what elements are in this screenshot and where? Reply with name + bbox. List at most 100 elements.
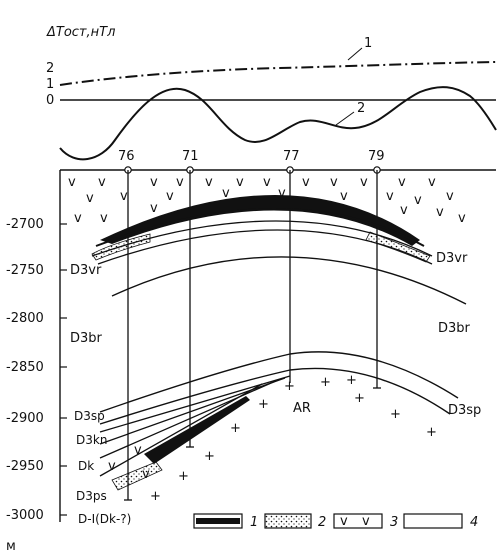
svg-text:v: v [263, 175, 271, 190]
anomaly-tick-0: 0 [46, 93, 54, 108]
svg-text:+: + [178, 469, 189, 484]
depth-label-2700: -2700 [6, 217, 44, 232]
onlap-lines [99, 375, 291, 477]
svg-text:v: v [302, 175, 310, 190]
well-77[interactable]: 77 [283, 149, 300, 383]
svg-text:v: v [330, 175, 338, 190]
svg-text:v: v [414, 193, 422, 208]
anomaly-tick-2: 2 [46, 61, 54, 76]
well-76[interactable]: 76 [118, 149, 135, 501]
depth-label-2900: -2900 [6, 411, 44, 426]
formation-label-d3sp-left: D3sp [74, 409, 105, 423]
curve-1-label: 1 [364, 36, 372, 51]
curve-2-leader [335, 111, 355, 126]
svg-text:+: + [150, 489, 161, 504]
svg-text:+: + [230, 421, 241, 436]
svg-text:v: v [278, 186, 286, 201]
svg-text:v: v [74, 211, 82, 226]
well-79[interactable]: 79 [368, 149, 385, 389]
legend-item-4: 4 [403, 513, 478, 530]
legend-item-1: 1 [193, 513, 258, 530]
svg-text:v: v [205, 175, 213, 190]
legend-item-3: v v 3 [333, 513, 398, 530]
d3vr-boundary-1 [91, 220, 433, 257]
well-71[interactable]: 71 [182, 149, 199, 448]
svg-text:v: v [340, 514, 348, 529]
well-label-77: 77 [283, 149, 300, 164]
anomaly-curve-2 [59, 86, 497, 161]
svg-text:v: v [100, 211, 108, 226]
formation-label-d3ps: D3ps [76, 489, 107, 503]
anomaly-curve-1 [59, 61, 497, 86]
formation-label-d3br-right: D3br [438, 321, 471, 336]
svg-text:v: v [236, 175, 244, 190]
formation-label-d3sp-right: D3sp [448, 403, 481, 418]
svg-text:v: v [142, 467, 150, 482]
d3sp-top-boundary [99, 351, 459, 413]
sand-lens-left [111, 461, 163, 491]
legend-number-2: 2 [318, 515, 326, 530]
svg-text:v: v [428, 175, 436, 190]
formation-label-d3br-left: D3br [70, 331, 103, 346]
depth-unit: м [6, 539, 16, 554]
svg-text:v: v [68, 175, 76, 190]
coal-lens-left [144, 396, 250, 464]
well-label-76: 76 [118, 149, 135, 164]
svg-text:+: + [284, 379, 295, 394]
legend: 1 2 v v 3 4 [193, 513, 478, 530]
coal-layer-thin-upper [95, 208, 425, 247]
anomaly-tick-1: 1 [46, 77, 54, 92]
svg-text:+: + [390, 407, 401, 422]
depth-ticks [60, 223, 67, 516]
depth-label-2850: -2850 [6, 360, 44, 375]
svg-text:v: v [150, 201, 158, 216]
svg-text:v: v [398, 175, 406, 190]
svg-text:v: v [86, 191, 94, 206]
curve-2-label: 2 [357, 101, 365, 116]
legend-item-2: 2 [264, 513, 326, 530]
formation-label-dk: Dk [78, 459, 94, 473]
svg-text:v: v [98, 175, 106, 190]
formation-label-ar: AR [293, 401, 311, 416]
svg-text:v: v [362, 514, 370, 529]
svg-text:+: + [258, 397, 269, 412]
legend-number-1: 1 [250, 515, 258, 530]
basement-crosses: + + + + + + + + + + + [150, 373, 437, 504]
depth-label-2750: -2750 [6, 263, 44, 278]
svg-text:v: v [150, 175, 158, 190]
svg-text:v: v [400, 203, 408, 218]
legend-number-3: 3 [390, 515, 398, 530]
svg-text:v: v [134, 443, 142, 458]
svg-text:v: v [340, 189, 348, 204]
volcanic-v-lower: vvv [108, 443, 150, 482]
basement-top-boundary [99, 367, 451, 425]
svg-text:+: + [346, 373, 357, 388]
well-label-71: 71 [182, 149, 199, 164]
d3vr-boundary-2 [97, 229, 433, 265]
depth-label-3000: -3000 [6, 508, 44, 523]
formation-label-d3vr-right: D3vr [436, 251, 468, 266]
depth-label-2950: -2950 [6, 459, 44, 474]
svg-text:v: v [360, 175, 368, 190]
svg-text:+: + [320, 375, 331, 390]
svg-text:v: v [222, 186, 230, 201]
svg-text:+: + [354, 391, 365, 406]
svg-text:+: + [204, 449, 215, 464]
svg-text:v: v [176, 175, 184, 190]
svg-text:v: v [166, 189, 174, 204]
svg-text:v: v [436, 205, 444, 220]
formation-label-d3vr-left: D3vr [70, 263, 102, 278]
anomaly-axis-title: ΔTост,нТл [46, 25, 115, 40]
curve-1-leader [347, 47, 363, 61]
well-label-79: 79 [368, 149, 385, 164]
formation-label-d3kn: D3kn [76, 433, 107, 447]
formation-label-d1: D-I(Dk-?) [78, 512, 131, 526]
svg-text:v: v [108, 459, 116, 474]
svg-text:v: v [120, 189, 128, 204]
svg-text:v: v [458, 211, 466, 226]
svg-text:+: + [426, 425, 437, 440]
svg-text:v: v [446, 189, 454, 204]
depth-label-2800: -2800 [6, 311, 44, 326]
